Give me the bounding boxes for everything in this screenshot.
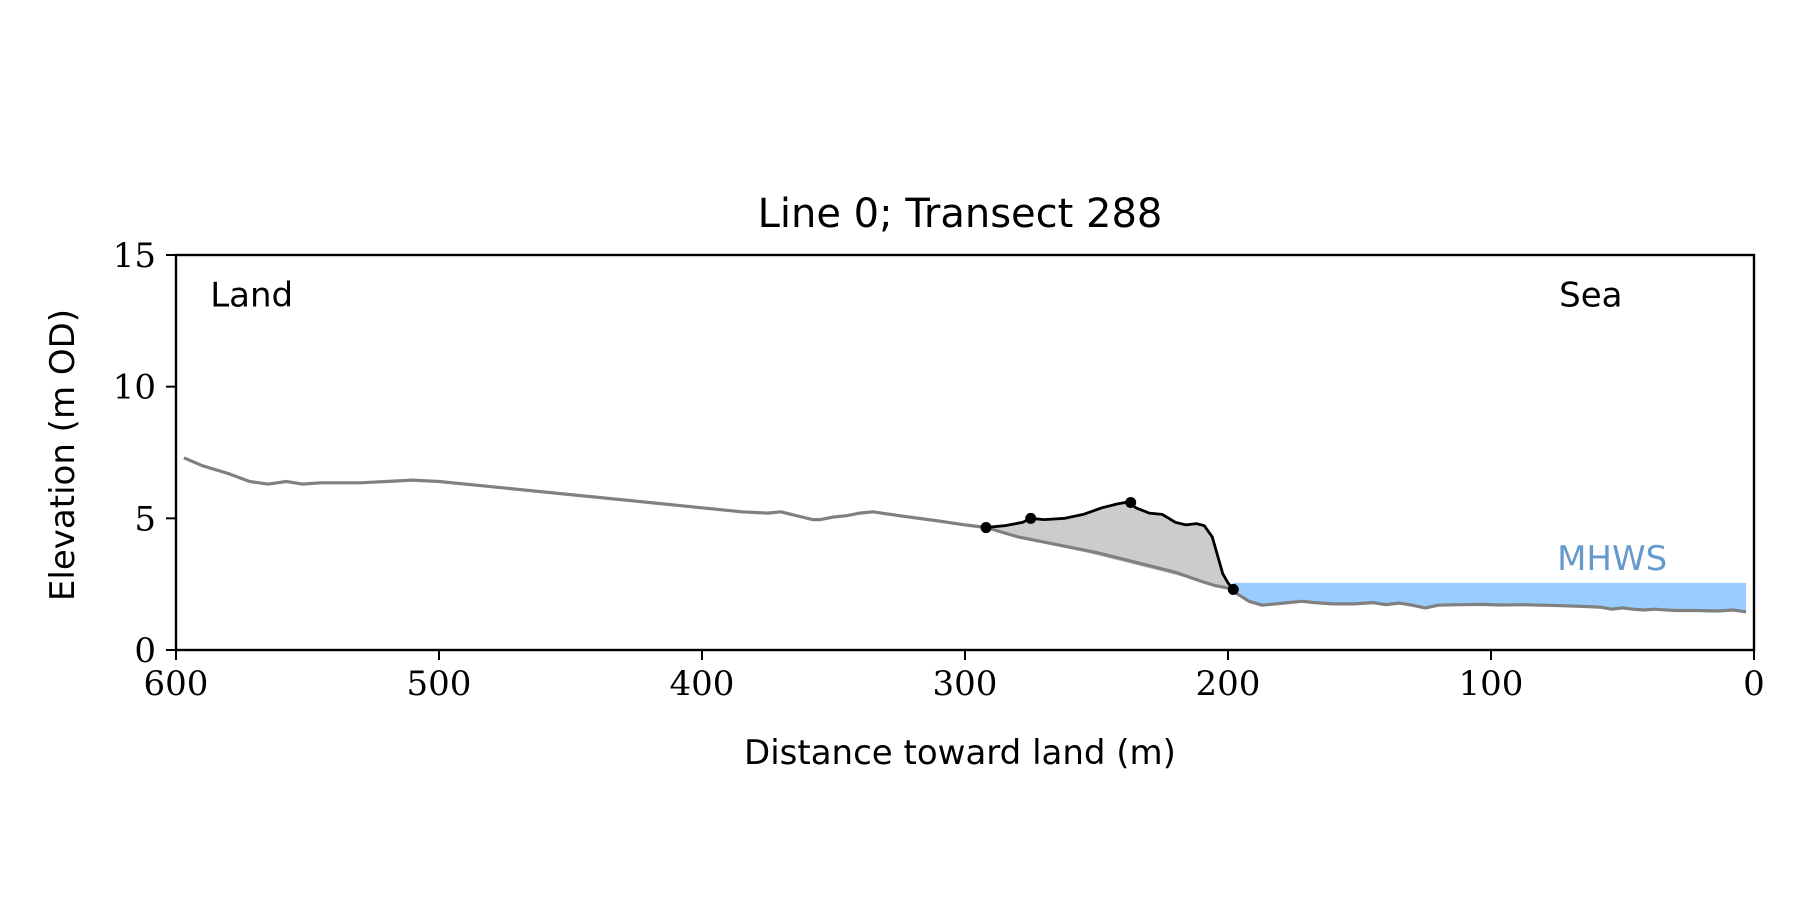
key-point (980, 522, 992, 534)
dune-volume-fill (986, 502, 1234, 590)
x-tick-label: 300 (933, 664, 998, 704)
x-tick-label: 600 (144, 664, 209, 704)
dune-profile-line (985, 500, 1235, 591)
annotation-sea: Sea (1559, 276, 1622, 316)
full-profile-line (183, 456, 1747, 614)
y-tick-label: 10 (113, 368, 156, 408)
key-point (1227, 583, 1239, 595)
x-tick-label: 200 (1196, 664, 1261, 704)
mhws-water-fill (1233, 582, 1747, 612)
key-point (1025, 512, 1037, 524)
y-tick-label: 15 (113, 236, 156, 276)
annotation-land: Land (210, 276, 293, 316)
x-tick-label: 500 (407, 664, 472, 704)
key-point (1125, 497, 1137, 509)
x-axis-label: Distance toward land (m) (744, 733, 1176, 773)
y-tick-label: 5 (134, 499, 156, 539)
x-tick-label: 400 (670, 664, 735, 704)
x-tick-label: 0 (1743, 664, 1765, 704)
annotation-mhws: MHWS (1557, 539, 1667, 579)
plot-area: 600 500 400 300 200 100 0 0 5 10 15 Land Sea MHWS (113, 236, 1765, 704)
chart-title: Line 0; Transect 288 (758, 191, 1163, 237)
x-tick-label: 100 (1459, 664, 1524, 704)
y-tick-label: 0 (134, 631, 156, 671)
y-axis-label: Elevation (m OD) (43, 309, 83, 601)
